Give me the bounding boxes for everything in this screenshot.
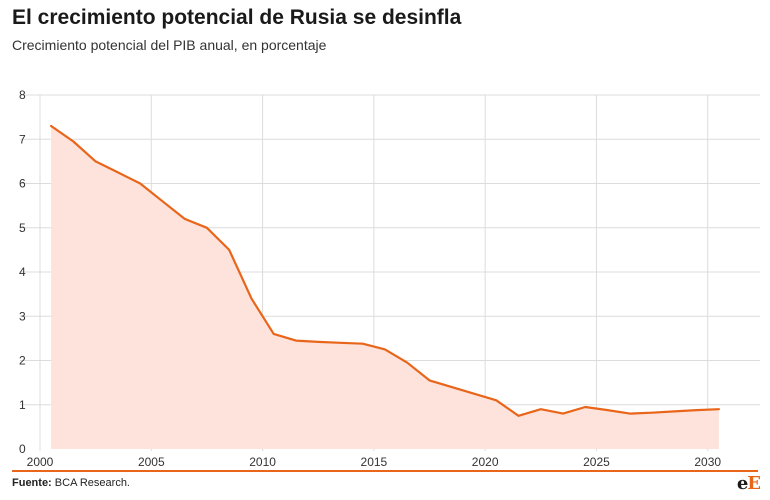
x-tick-label: 2015	[361, 455, 388, 469]
area-layer	[51, 126, 719, 449]
chart-area: 0 1 2 3 4 5 6 7 8 2000 2005 2010 2015 2020 2025 2030	[19, 88, 760, 469]
series-area-0	[51, 126, 719, 449]
y-tick-label: 7	[19, 132, 26, 146]
y-tick-label: 0	[19, 442, 26, 456]
tick-layer: 0 1 2 3 4 5 6 7 8 2000 2005 2010 2015 2020 2025 2030	[19, 88, 721, 469]
source-label: Fuente:	[12, 477, 52, 489]
line-layer	[50, 124, 720, 417]
y-tick-label: 8	[19, 88, 26, 102]
x-tick-label: 2025	[583, 455, 610, 469]
x-tick-label: 2005	[138, 455, 165, 469]
chart-subtitle: Crecimiento potencial del PIB anual, en …	[12, 37, 327, 53]
y-tick-label: 6	[19, 177, 26, 191]
y-tick-label: 2	[19, 354, 26, 368]
source-note: Fuente: BCA Research.	[12, 477, 130, 489]
brand-logo: eE	[736, 473, 761, 494]
logo-letter-e: e	[736, 473, 748, 494]
chart-title: El crecimiento potencial de Rusia se des…	[12, 6, 462, 29]
x-tick-label: 2000	[27, 455, 54, 469]
y-tick-label: 5	[19, 221, 26, 235]
source-text: BCA Research.	[51, 477, 130, 489]
y-tick-label: 1	[19, 398, 26, 412]
footer-divider	[12, 470, 758, 472]
x-tick-label: 2020	[472, 455, 499, 469]
logo-letter-e-upper: E	[747, 473, 761, 494]
x-tick-label: 2010	[249, 455, 276, 469]
y-tick-label: 4	[19, 265, 26, 279]
series-line-0	[50, 124, 720, 417]
x-tick-label: 2030	[694, 455, 721, 469]
y-tick-label: 3	[19, 309, 26, 323]
